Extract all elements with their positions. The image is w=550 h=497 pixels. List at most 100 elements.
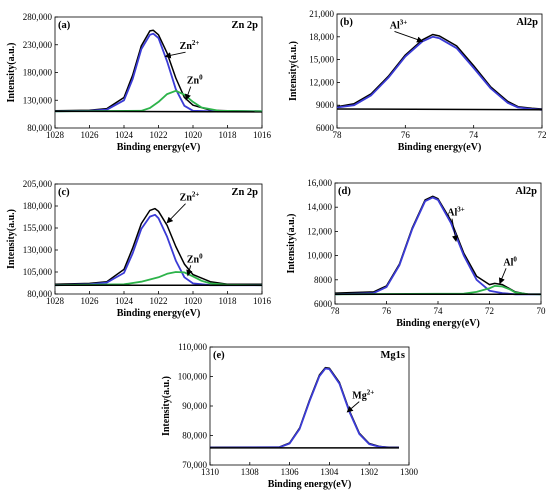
y-tick-label: 6000 <box>314 299 333 309</box>
peak-annotation: Zn0 <box>187 252 203 265</box>
x-axis-title: Binding energy(eV) <box>117 308 201 319</box>
y-tick-label: 6000 <box>316 123 335 133</box>
x-tick-label: 1022 <box>150 130 168 140</box>
y-tick-label: 15,000 <box>309 55 334 65</box>
plot-frame <box>336 13 543 129</box>
series-line-1 <box>54 29 263 113</box>
peak-annotation: Mg2+ <box>352 389 374 402</box>
y-axis-title: Intensity(a.u.) <box>161 376 172 436</box>
peak-annotation: Al3+ <box>447 206 465 219</box>
panel-label: (a) <box>58 20 71 31</box>
peak-annotation: Zn2+ <box>180 39 200 52</box>
x-tick-label: 72 <box>485 306 494 316</box>
series-line-3 <box>54 89 263 113</box>
y-tick-label: 8000 <box>314 275 333 285</box>
x-tick-label: 1024 <box>115 130 134 140</box>
peak-annotation-sup: 3+ <box>457 206 465 214</box>
x-tick-label: 70 <box>537 306 547 316</box>
peak-annotation: Zn2+ <box>180 191 200 204</box>
peak-annotation-sup: 3+ <box>400 18 408 26</box>
x-tick-label: 76 <box>382 306 392 316</box>
y-tick-label: 280,000 <box>23 12 53 22</box>
series-line-2 <box>334 196 541 296</box>
annotation-arrow <box>394 31 424 43</box>
y-tick-label: 205,000 <box>23 179 53 189</box>
panel-title: Zn 2p <box>231 187 258 198</box>
panel-label: (e) <box>213 350 225 361</box>
panel-e: 1310 1308 1306 1304 1302 1300 70,000 80,000 90,0… <box>161 342 419 490</box>
x-tick-label: 1026 <box>81 130 100 140</box>
x-tick-label: 1306 <box>281 467 300 477</box>
x-tick-label: 1020 <box>184 296 203 306</box>
y-tick-label: 12,000 <box>309 77 334 87</box>
x-tick-label: 1310 <box>201 467 220 477</box>
series-line-2 <box>336 35 543 111</box>
y-tick-label: 130,000 <box>23 245 53 255</box>
y-tick-label: 80,000 <box>27 289 52 299</box>
y-tick-label: 130,000 <box>23 95 53 105</box>
peak-annotation: Al0 <box>503 255 517 268</box>
series-line-2 <box>54 213 262 287</box>
x-axis-title: Binding energy(eV) <box>396 318 480 329</box>
y-tick-label: 180,000 <box>23 68 53 78</box>
panel-title: Al2p <box>516 17 538 28</box>
x-tick-label: 1022 <box>150 296 168 306</box>
annotation-arrow <box>166 203 186 224</box>
panel-title: Al2p <box>515 186 537 197</box>
y-tick-label: 21,000 <box>309 9 334 19</box>
x-tick-label: 1024 <box>115 296 134 306</box>
y-tick-label: 9000 <box>316 100 335 110</box>
y-axis-title: Intensity(a.u.) <box>6 42 17 102</box>
x-axis-title: Binding energy(eV) <box>398 142 482 153</box>
x-tick-label: 1308 <box>241 467 260 477</box>
y-tick-label: 110,000 <box>178 342 207 352</box>
y-axis-title: Intensity(a.u.) <box>6 209 17 269</box>
x-tick-label: 1018 <box>219 296 238 306</box>
panel-c: 1028 1026 1024 1022 1020 1018 1016 80,000 105,00… <box>6 179 272 319</box>
peak-annotation: Zn0 <box>187 74 203 87</box>
y-tick-label: 80,000 <box>27 123 52 133</box>
y-tick-label: 100,000 <box>178 372 208 382</box>
series-line-1 <box>334 195 541 296</box>
panel-label: (c) <box>58 187 70 198</box>
x-axis-title: Binding energy(eV) <box>117 142 201 153</box>
annotation-arrow <box>451 218 459 242</box>
panel-title: Zn 2p <box>231 20 258 31</box>
y-tick-label: 16,000 <box>307 178 332 188</box>
peak-annotation-sup: 0 <box>513 255 517 263</box>
series-line-1 <box>209 366 399 449</box>
series-line-1 <box>336 33 543 110</box>
series-line-2 <box>209 367 399 449</box>
x-tick-label: 1304 <box>320 467 339 477</box>
x-tick-label: 1302 <box>360 467 378 477</box>
x-axis-title: Binding energy(eV) <box>268 479 352 490</box>
peak-annotation-sup: 2+ <box>192 191 200 199</box>
annotation-arrow <box>498 268 507 285</box>
y-tick-label: 14,000 <box>307 202 332 212</box>
y-tick-label: 230,000 <box>23 40 53 50</box>
annotation-arrow <box>184 86 192 101</box>
panel-title: Mg1s <box>381 350 406 361</box>
y-tick-label: 80,000 <box>182 431 207 441</box>
x-tick-label: 1016 <box>253 130 272 140</box>
y-tick-label: 155,000 <box>23 223 53 233</box>
x-tick-label: 1020 <box>184 130 203 140</box>
x-tick-label: 76 <box>401 130 411 140</box>
annotation-arrow <box>164 51 186 59</box>
x-tick-label: 1300 <box>400 467 419 477</box>
annotation-arrow <box>186 265 193 277</box>
y-tick-label: 70,000 <box>182 460 207 470</box>
x-tick-label: 1028 <box>46 296 65 306</box>
x-tick-label: 74 <box>434 306 444 316</box>
series-line-2 <box>54 32 262 113</box>
peak-annotation-sup: 0 <box>199 252 203 260</box>
x-tick-label: 1016 <box>253 296 272 306</box>
panel-label: (d) <box>338 186 351 197</box>
panel-b: 78 76 74 72 6000 9000 12,000 15,000 18,000 21,000… <box>288 9 547 153</box>
series-line-3 <box>54 271 263 287</box>
peak-annotation-sup: 0 <box>199 74 203 82</box>
series-line-4 <box>54 110 263 113</box>
panel-label: (b) <box>340 17 353 28</box>
annotation-arrow <box>346 401 360 413</box>
panel-d: 78 76 74 72 70 6000 8000 10,000 12,000 14,000 16,0… <box>286 178 546 329</box>
